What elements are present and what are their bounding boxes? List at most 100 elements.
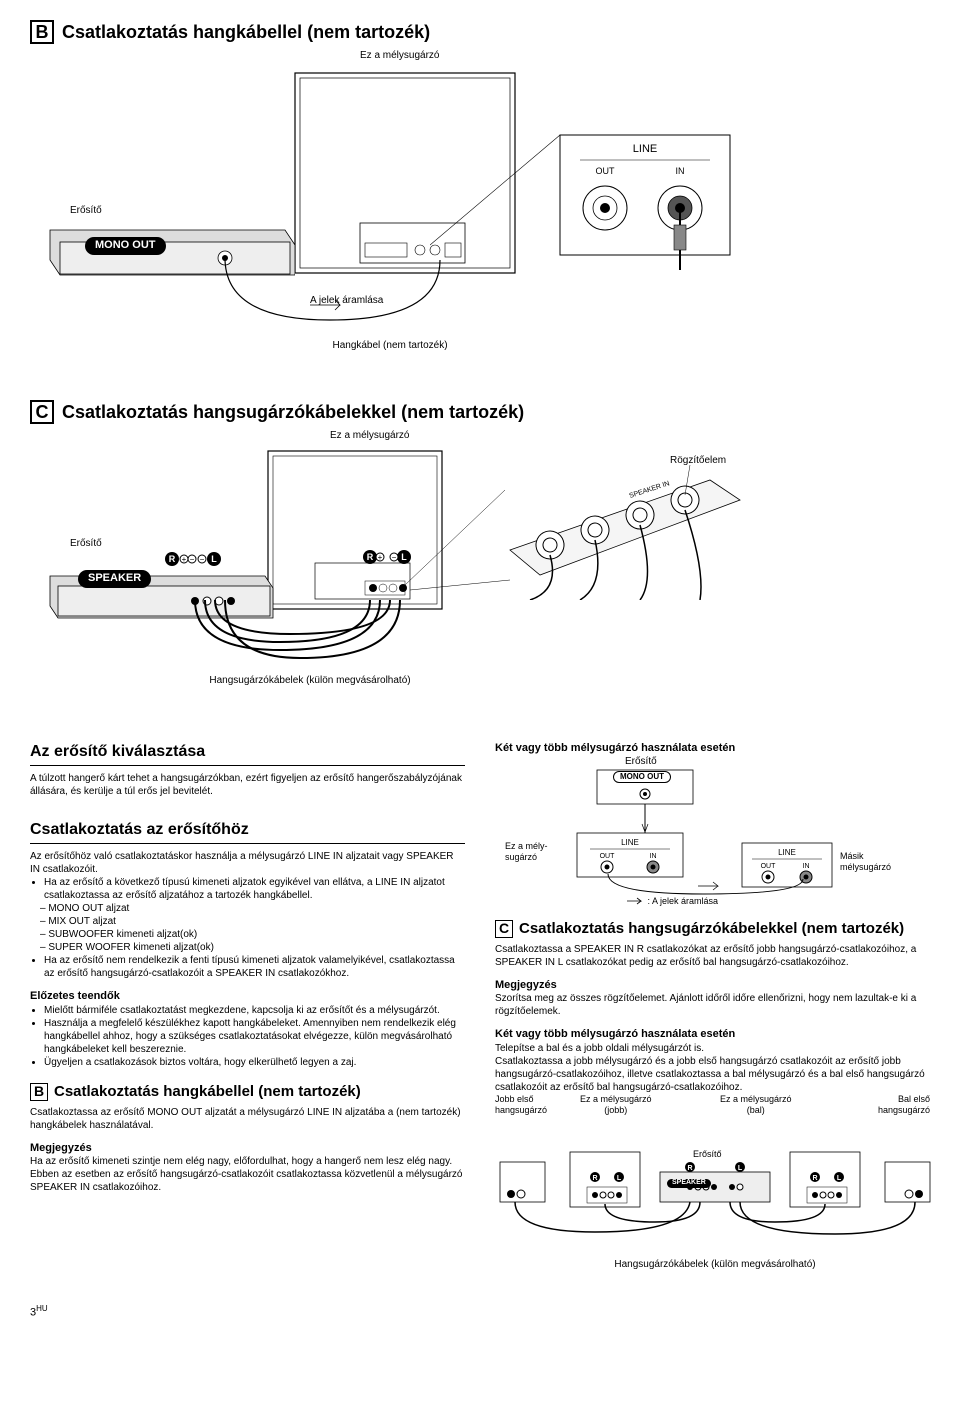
small-b-title: Csatlakoztatás hangkábellel (nem tartozé…: [54, 1083, 361, 1102]
line-label-b: LINE: [633, 143, 657, 155]
h-prep: Előzetes teendők: [30, 990, 465, 1004]
page-footer: 3HU: [30, 1304, 930, 1320]
mini-diagram-multi: Erősítő MONO OUT Ez a mély- sugárzó LINE…: [495, 756, 930, 906]
svg-text:L: L: [211, 554, 217, 564]
rule-2: [30, 843, 465, 844]
d2: MIX OUT aljzat: [40, 915, 465, 928]
leader-line-b: [430, 135, 570, 265]
label-subwoofer-b: Ez a mélysugárzó: [360, 50, 439, 63]
p-multi2b: Csatlakoztassa a jobb mélysugárzó és a j…: [495, 1055, 930, 1094]
svg-text:R: R: [592, 1175, 597, 1182]
section-b-header: B Csatlakoztatás hangkábellel (nem tarto…: [30, 20, 930, 44]
d4: SUPER WOOFER kimeneti aljzat(ok): [40, 941, 465, 954]
svg-text:OUT: OUT: [761, 863, 777, 870]
p-multi2a: Telepítse a bal és a jobb oldali mélysug…: [495, 1042, 930, 1055]
h-note-left: Megjegyzés: [30, 1142, 465, 1156]
label-amp-b: Erősítő: [70, 205, 102, 218]
label-cables-c: Hangsugárzókábelek (külön megvásárolható…: [160, 675, 460, 688]
small-c-header: C Csatlakoztatás hangsugárzókábelekkel (…: [495, 920, 930, 939]
spkcables-c: [180, 600, 460, 670]
small-c-letter: C: [495, 920, 513, 938]
section-c-title: Csatlakoztatás hangsugárzókábelekkel (ne…: [62, 401, 524, 424]
h-multi: Két vagy több mélysugárzó használata ese…: [495, 742, 930, 756]
pill-speaker-c: SPEAKER: [78, 570, 151, 588]
label-amp-c: Erősítő: [70, 538, 102, 551]
left-column: Az erősítő kiválasztása A túlzott hanger…: [30, 730, 465, 1284]
label-amp-mini: Erősítő: [625, 756, 657, 769]
page-lang: HU: [36, 1304, 48, 1313]
arrow-icon: [625, 897, 645, 905]
svg-text:IN: IN: [803, 863, 810, 870]
svg-text:−: −: [200, 555, 205, 564]
lbl-subR: Ez a mélysugárzó (jobb): [580, 1094, 652, 1117]
p-small-b: Csatlakoztassa az erősítő MONO OUT aljza…: [30, 1106, 465, 1132]
bottom-svg: R L R L R L: [495, 1122, 935, 1262]
h-connect-amp: Csatlakoztatás az erősítőhöz: [30, 820, 465, 840]
pill-monoout-b: MONO OUT: [85, 237, 166, 255]
label-thissub-mini: Ez a mély- sugárzó: [505, 841, 548, 864]
prep-bullets: Mielőtt bármiféle csatlakoztatást megkez…: [30, 1004, 465, 1069]
rl-amp-c: R L + − −: [162, 550, 232, 568]
h-multi2: Két vagy több mélysugárzó használata ese…: [495, 1028, 930, 1042]
right-column: Két vagy több mélysugárzó használata ese…: [495, 730, 930, 1284]
svg-text:LINE: LINE: [621, 838, 639, 847]
section-b-title: Csatlakoztatás hangkábellel (nem tartozé…: [62, 21, 430, 44]
mini-sub1: LINE OUT IN: [575, 831, 685, 879]
p-connect-intro: Az erősítőhöz való csatlakoztatáskor has…: [30, 850, 465, 876]
jack-list: MONO OUT aljzat MIX OUT aljzat SUBWOOFER…: [30, 902, 465, 954]
label-othersub-mini: Másik mélysugárzó: [840, 851, 891, 874]
svg-text:L: L: [617, 1175, 622, 1182]
d1: MONO OUT aljzat: [40, 902, 465, 915]
p-select-amp: A túlzott hangerő kárt tehet a hangsugár…: [30, 772, 465, 798]
li-nospk: Ha az erősítő nem rendelkezik a fenti tí…: [44, 954, 465, 980]
p-note-right: Szorítsa meg az összes rögzítőelemet. Aj…: [495, 992, 930, 1018]
lbl-amp2: Erősítő: [693, 1149, 722, 1160]
lbl-subL: Ez a mélysugárzó (bal): [720, 1094, 792, 1117]
svg-text:R: R: [367, 552, 374, 562]
section-c-header: C Csatlakoztatás hangsugárzókábelekkel (…: [30, 400, 930, 424]
lbl-frontL: Bal első hangsugárzó: [878, 1094, 930, 1117]
connect-bullets-2: Ha az erősítő nem rendelkezik a fenti tí…: [30, 954, 465, 980]
rule-1: [30, 765, 465, 766]
svg-text:R: R: [812, 1175, 817, 1182]
h-note-right: Megjegyzés: [495, 979, 930, 993]
section-c-letter: C: [30, 400, 54, 424]
diagram-c: Ez a mélysugárzó Rögzítőelem R L + − SPE…: [30, 430, 930, 710]
li-prep2: Használja a megfelelő készülékhez kapott…: [44, 1017, 465, 1056]
svg-text:+: +: [378, 553, 383, 562]
p-small-c: Csatlakoztassa a SPEAKER IN R csatlakozó…: [495, 943, 930, 969]
li-prep3: Ügyeljen a csatlakozások biztos voltára,…: [44, 1056, 465, 1069]
label-signalflow-b: A jelek áramlása: [310, 295, 383, 308]
line-inset-svg-b: LINE OUT IN: [550, 130, 740, 270]
d3: SUBWOOFER kimeneti aljzat(ok): [40, 928, 465, 941]
svg-text:−: −: [190, 555, 195, 564]
small-b-header: B Csatlakoztatás hangkábellel (nem tarto…: [30, 1083, 465, 1102]
small-c-title: Csatlakoztatás hangsugárzókábelekkel (ne…: [519, 920, 904, 939]
bottom-diagram: Jobb első hangsugárzó Ez a mélysugárzó (…: [495, 1094, 930, 1284]
svg-text:IN: IN: [650, 853, 657, 860]
svg-text:R: R: [169, 554, 176, 564]
pill-speaker-bottom: SPEAKER: [667, 1176, 711, 1189]
connect-bullets: Ha az erősítő a következő típusú kimenet…: [30, 876, 465, 902]
label-cables2: Hangsugárzókábelek (külön megvásárolható…: [585, 1259, 845, 1272]
svg-text:OUT: OUT: [600, 853, 616, 860]
out-label-b: OUT: [596, 166, 616, 176]
lead-c: [405, 485, 515, 595]
li-prep1: Mielőtt bármiféle csatlakoztatást megkez…: [44, 1004, 465, 1017]
p-note-left: Ha az erősítő kimeneti szintje nem elég …: [30, 1155, 465, 1194]
pill-monoout-mini: MONO OUT: [613, 771, 671, 784]
section-b-letter: B: [30, 20, 54, 44]
svg-text:+: +: [182, 555, 187, 564]
svg-text:R: R: [687, 1165, 692, 1172]
two-column-body: Az erősítő kiválasztása A túlzott hanger…: [30, 730, 930, 1284]
svg-text:L: L: [738, 1165, 743, 1172]
clamp-svg-c: SPEAKER IN: [490, 460, 750, 600]
label-cable-b: Hangkábel (nem tartozék): [290, 340, 490, 353]
svg-text:LINE: LINE: [778, 848, 796, 857]
diagram-b: Ez a mélysugárzó LINE OUT IN Erősítő: [30, 50, 930, 390]
in-label-b: IN: [676, 166, 685, 176]
svg-text:L: L: [837, 1175, 842, 1182]
label-subwoofer-c: Ez a mélysugárzó: [330, 430, 409, 443]
h-select-amp: Az erősítő kiválasztása: [30, 742, 465, 762]
small-b-letter: B: [30, 1083, 48, 1101]
